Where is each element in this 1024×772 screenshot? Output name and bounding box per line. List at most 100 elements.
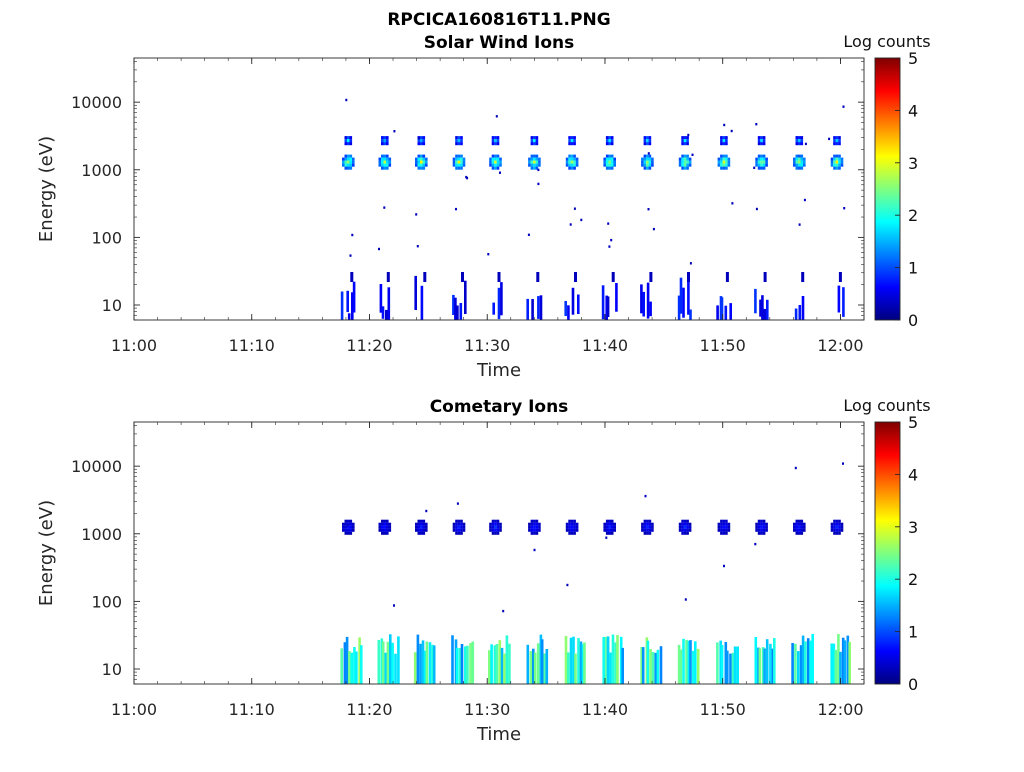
- spectrogram-cell: [757, 163, 761, 167]
- spectrogram-cell: [762, 166, 766, 170]
- x-tick-label: 12:00: [817, 336, 863, 355]
- spectrogram-cell: [570, 531, 574, 535]
- spectrogram-cell: [538, 163, 541, 167]
- spectrogram-cell: [795, 139, 799, 143]
- spectrogram-cell: [651, 522, 654, 526]
- spectrogram-cell: [462, 525, 466, 529]
- spectrogram-cell: [535, 160, 539, 164]
- spectrogram-cell: [722, 522, 726, 526]
- spectrogram-cell: [344, 522, 348, 526]
- spectrogram-cell: [575, 528, 579, 532]
- spectrogram-cell: [499, 157, 502, 161]
- colorbar-tick-label: 1: [908, 623, 918, 642]
- spectrogram-cell: [755, 123, 758, 126]
- spectrogram-cell: [722, 531, 726, 535]
- spectrogram-cell: [388, 528, 392, 532]
- spectrogram-cell: [835, 531, 839, 535]
- spectrogram-cell: [765, 528, 768, 532]
- spectrogram-cell: [677, 644, 681, 684]
- spectrogram-cell: [613, 528, 616, 532]
- spectrogram-cell: [533, 157, 536, 161]
- spectrogram-cell: [491, 522, 495, 526]
- spectrogram-cell: [386, 641, 390, 684]
- spectrogram-cell: [347, 142, 350, 146]
- spectrogram-cell: [795, 519, 799, 523]
- spectrogram-cell: [460, 154, 463, 158]
- spectrogram-cell: [462, 160, 466, 164]
- spectrogram-cell: [720, 154, 723, 158]
- spectrogram-cell: [838, 531, 841, 535]
- spectrogram-cell: [533, 519, 536, 523]
- spectrogram-cell: [421, 640, 425, 684]
- spectrogram-cell: [530, 142, 534, 146]
- spectrogram-cell: [528, 163, 531, 167]
- spectrogram-cell: [422, 160, 426, 164]
- spectrogram-cell: [608, 525, 611, 529]
- spectrogram-cell: [795, 531, 799, 535]
- spectrogram-cell: [795, 528, 799, 532]
- spectrogram-cell: [344, 139, 348, 143]
- spectrogram-cell: [573, 166, 576, 170]
- spectrogram-cell: [689, 640, 692, 684]
- spectrogram-cell: [720, 157, 723, 161]
- spectrogram-cell: [487, 253, 490, 256]
- spectrogram-cell: [725, 531, 728, 535]
- spectrogram-cell: [533, 522, 536, 526]
- spectrogram-cell: [381, 154, 384, 158]
- spectrogram-cell: [799, 645, 803, 684]
- spectrogram-cell: [605, 154, 609, 158]
- spectrogram-cell: [457, 163, 461, 167]
- spectrogram-cell: [575, 525, 579, 529]
- spectrogram-cell: [492, 302, 495, 315]
- spectrogram-cell: [417, 531, 421, 535]
- colorbar-frame: [874, 421, 901, 685]
- spectrogram-cell: [381, 641, 385, 684]
- spectrogram-cell: [795, 157, 799, 161]
- spectrogram-cell: [613, 163, 616, 167]
- spectrogram-cell: [575, 160, 579, 164]
- spectrogram-cell: [801, 635, 805, 684]
- spectrogram-cell: [720, 528, 723, 532]
- spectrogram-cell: [570, 157, 574, 161]
- spectrogram-cell: [683, 525, 687, 529]
- spectrogram-cell: [460, 160, 463, 164]
- spectrogram-cell: [765, 160, 768, 164]
- spectrogram-cell: [830, 522, 834, 526]
- spectrogram-cell: [835, 160, 839, 164]
- spectrogram-cell: [651, 528, 654, 532]
- spectrogram-cell: [611, 272, 615, 282]
- spectrogram-cell: [420, 142, 423, 146]
- spectrogram-cell: [723, 123, 726, 127]
- spectrogram-cell: [686, 160, 689, 164]
- spectrogram-cell: [605, 136, 609, 140]
- spectrogram-cell: [417, 160, 421, 164]
- spectrogram-cell: [803, 198, 806, 202]
- spectrogram-cell: [681, 528, 684, 532]
- spectrogram-cell: [383, 142, 387, 146]
- spectrogram-cell: [760, 531, 763, 535]
- spectrogram-cell: [760, 142, 763, 146]
- spectrogram-cell: [646, 154, 649, 158]
- spectrogram-cell: [469, 643, 472, 684]
- spectrogram-cell: [652, 227, 655, 231]
- spectrogram-cell: [727, 163, 731, 167]
- spectrogram-cell: [347, 157, 350, 161]
- spectrogram-cell: [793, 525, 796, 529]
- colorbar-tick-label: 4: [908, 465, 918, 484]
- spectrogram-cell: [496, 163, 500, 167]
- spectrogram-cell: [840, 157, 844, 161]
- spectrogram-cell: [569, 223, 572, 226]
- spectrogram-cell: [729, 653, 732, 684]
- spectrogram-cell: [577, 294, 580, 314]
- spectrogram-cell: [648, 160, 652, 164]
- spectrogram-cell: [381, 157, 384, 161]
- spectrogram-cell: [495, 644, 499, 684]
- spectrogram-cell: [800, 142, 804, 146]
- spectrogram-cell: [425, 163, 428, 167]
- spectrogram-cell: [457, 519, 461, 523]
- spectrogram-cell: [839, 651, 842, 684]
- spectrogram-cell: [687, 640, 691, 684]
- spectrogram-cell: [754, 637, 758, 684]
- spectrogram-cell: [755, 160, 758, 164]
- spectrogram-cell: [795, 522, 799, 526]
